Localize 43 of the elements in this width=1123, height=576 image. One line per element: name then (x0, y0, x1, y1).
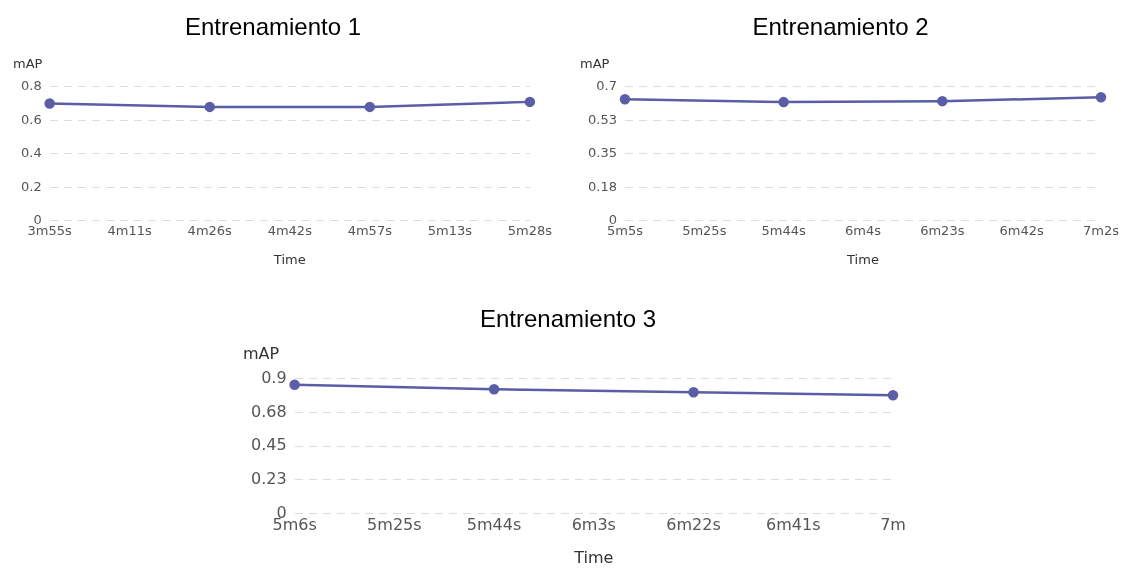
y-tick-label: 0.9 (261, 367, 287, 387)
x-tick-label: 7m (880, 515, 906, 535)
y-axis-title: mAP (243, 343, 280, 363)
x-tick-label: 5m25s (682, 222, 727, 238)
y-tick-label: 0.35 (587, 145, 617, 161)
x-axis-title: Time (573, 547, 614, 567)
point (688, 387, 699, 398)
y-tick-label: 0.8 (20, 78, 42, 94)
x-tick-label: 4m57s (347, 222, 393, 238)
x-tick-label: 6m3s (571, 515, 616, 535)
point (289, 379, 300, 391)
x-tick-label: 6m41s (766, 515, 821, 535)
y-axis-title: mAP (580, 55, 610, 71)
x-tick-label: 4m42s (267, 222, 313, 238)
y-tick-label: 0.4 (20, 145, 42, 161)
y-tick-label: 0.7 (596, 78, 617, 94)
x-tick-label: 4m11s (107, 222, 153, 238)
x-tick-label: 5m28s (507, 222, 553, 238)
y-tick-label: 0.6 (20, 111, 42, 127)
x-axis-title: Time (272, 251, 306, 267)
x-tick-label: 6m23s (920, 222, 965, 238)
x-tick-label: 5m13s (427, 222, 473, 238)
y-axis-title: mAP (13, 55, 43, 71)
x-axis-title: Time (846, 251, 879, 267)
chart-title: Entrenamiento 2 (752, 13, 929, 41)
x-tick-label: 4m26s (187, 222, 233, 238)
x-tick-label: 6m22s (666, 515, 721, 535)
x-tick-label: 6m42s (999, 222, 1045, 238)
point (488, 384, 500, 395)
x-tick-label: 5m25s (367, 515, 422, 535)
y-tick-label: 0.18 (587, 178, 617, 194)
chart-title: Entrenamiento 1 (184, 13, 362, 41)
x-tick-label: 5m44s (466, 515, 522, 535)
y-tick-label: 0.53 (587, 111, 617, 127)
chart-title: Entrenamiento 3 (479, 305, 657, 333)
y-tick-label: 0.23 (251, 469, 287, 489)
y-tick-label: 0.2 (20, 178, 42, 194)
x-tick-label: 7m2s (1083, 222, 1120, 238)
point (887, 390, 899, 401)
y-tick-label: 0.68 (251, 401, 287, 421)
y-tick-label: 0.45 (251, 435, 287, 455)
x-tick-label: 5m44s (761, 222, 806, 238)
x-tick-label: 6m4s (844, 222, 882, 238)
